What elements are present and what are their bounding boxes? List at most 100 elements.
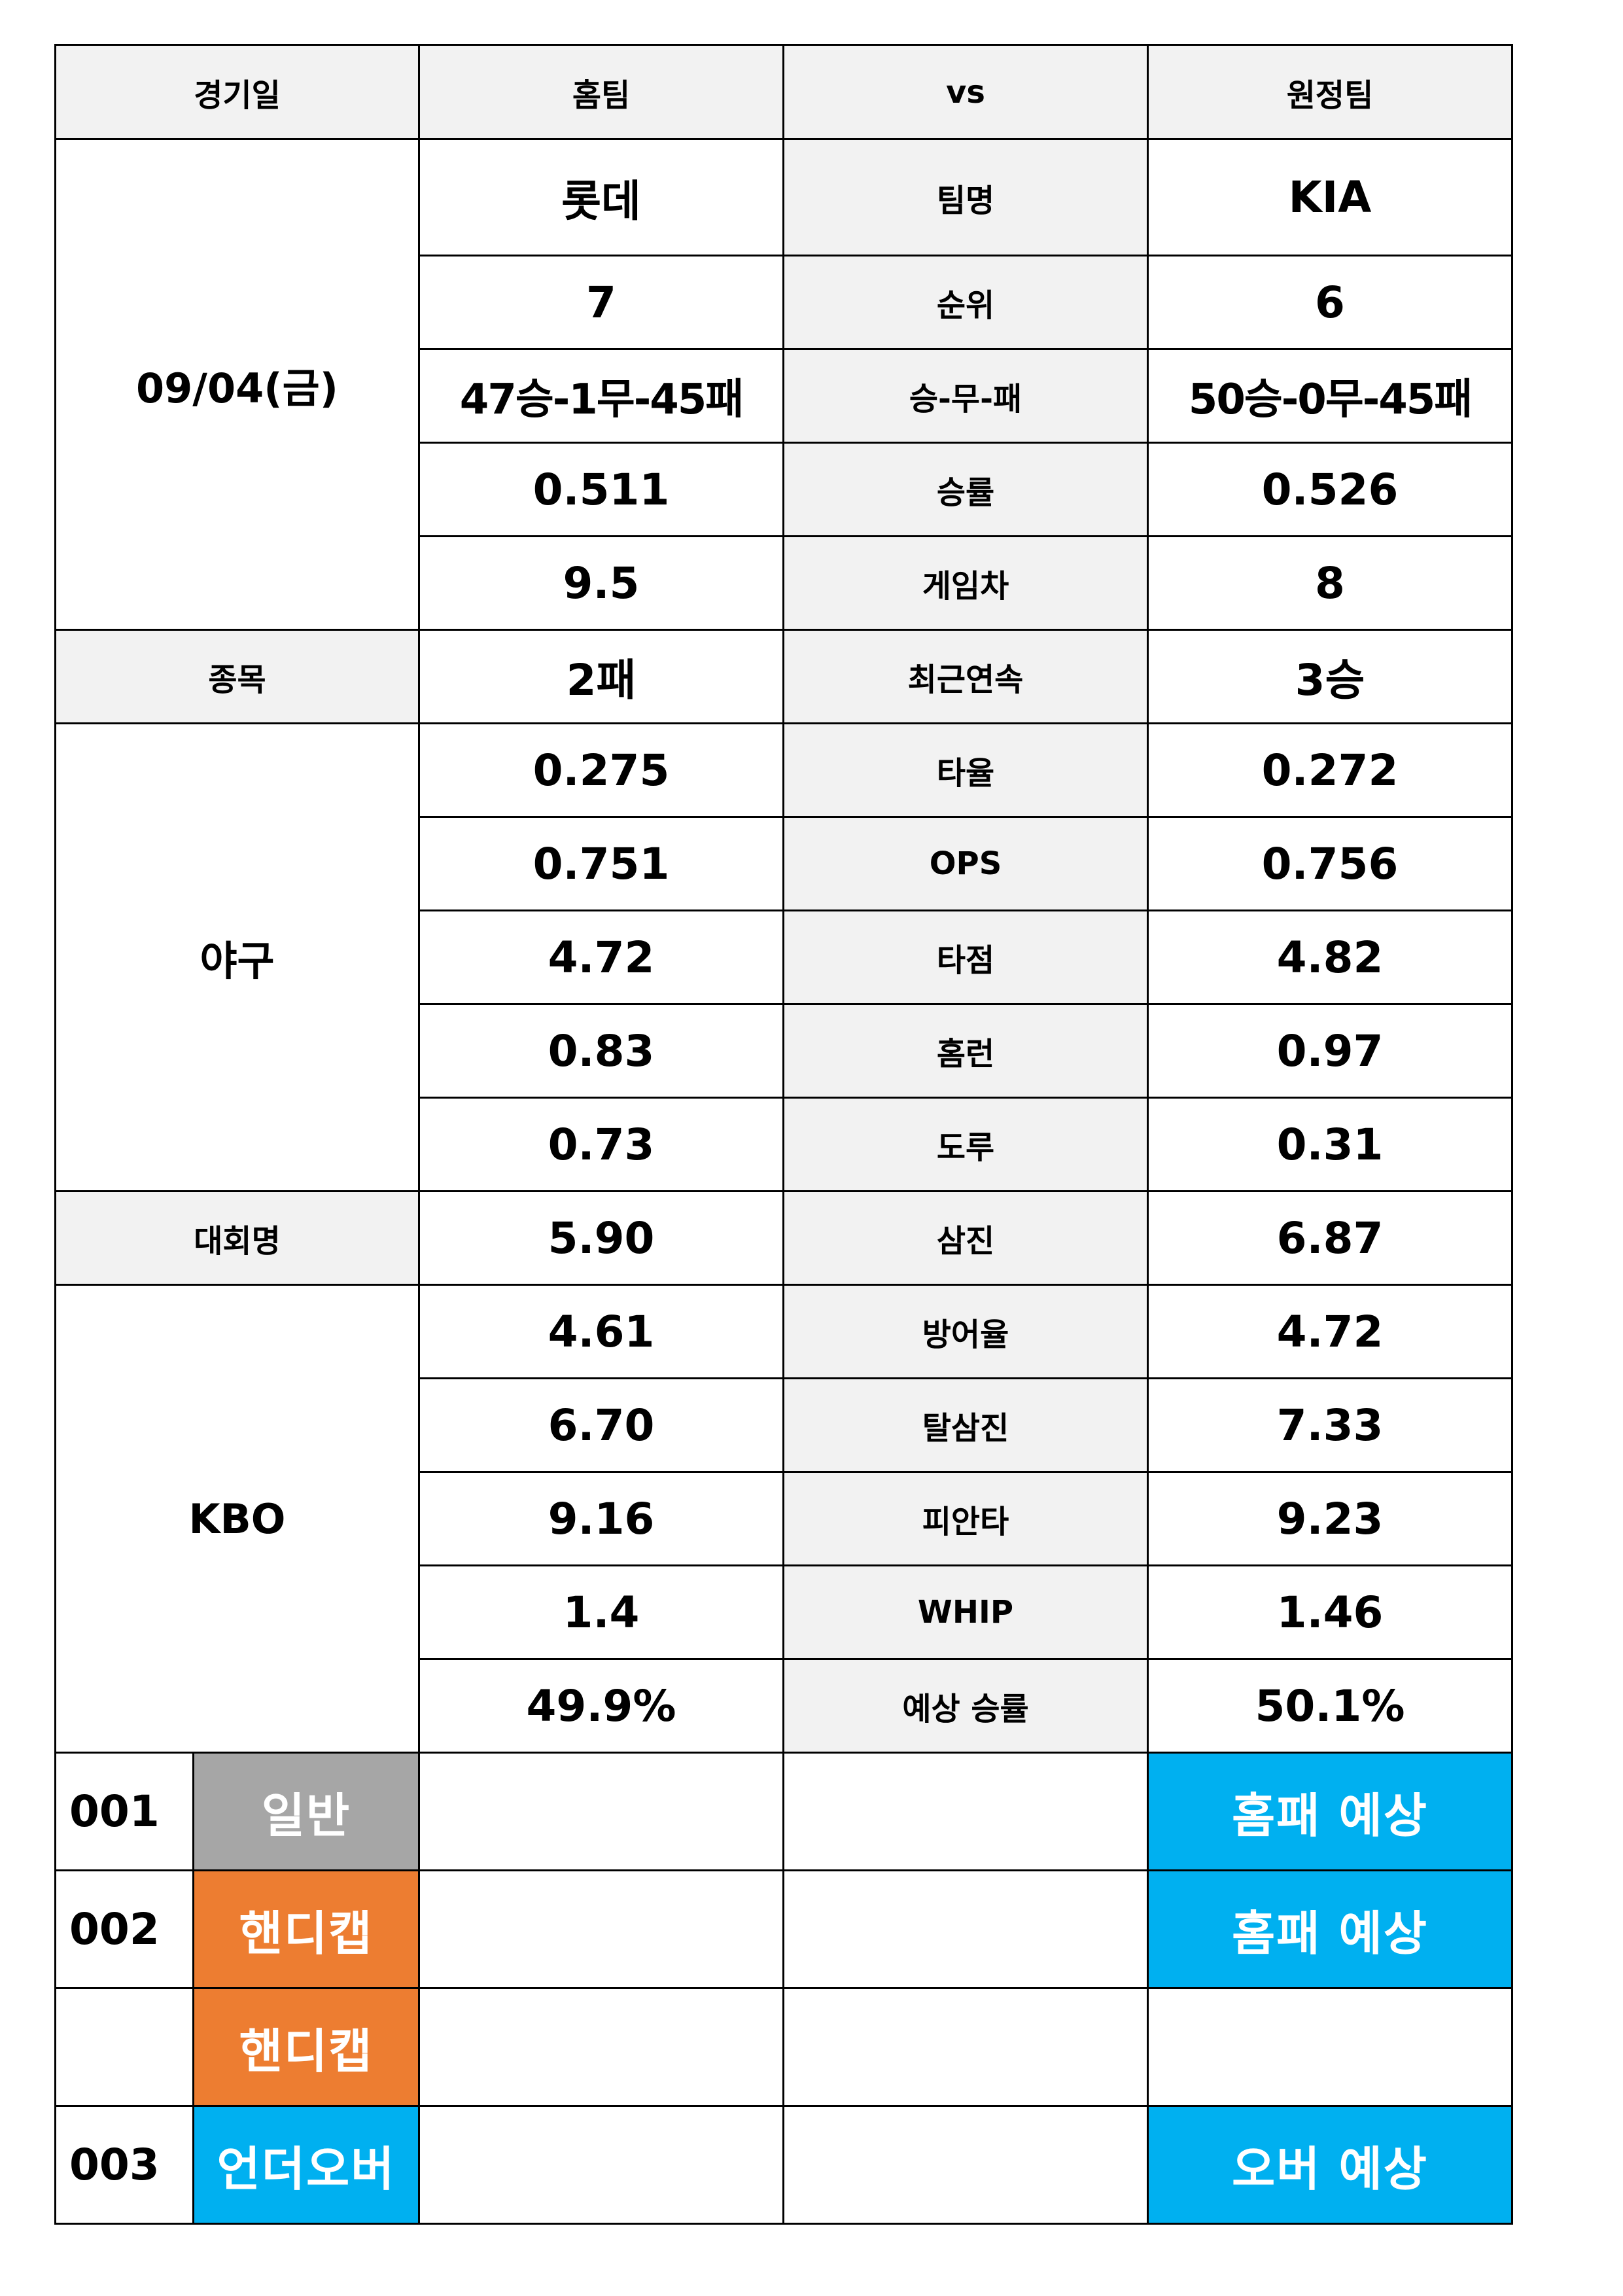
stat-label: 홈런: [782, 1003, 1149, 1099]
header-away: 원정팀: [1147, 44, 1513, 140]
home-value: 9.16: [418, 1471, 784, 1566]
home-value: 5.90: [418, 1190, 784, 1286]
stat-row: 0.751 OPS 0.756: [56, 816, 1513, 911]
home-value: 7: [418, 255, 784, 350]
stat-row: 야구 0.275 타율 0.272: [54, 722, 1513, 1192]
prediction-result: 오버 예상: [1147, 2105, 1513, 2225]
away-value: 4.82: [1147, 910, 1513, 1005]
match-analysis-table: 경기일 홈팀 vs 원정팀 09/04(금) 롯데 팀명 KIA 7 순위 6 …: [54, 44, 1513, 2225]
prediction-row: 002 핸디캡 홈패 예상: [54, 1869, 1513, 1989]
league-label: 대회명: [54, 1190, 420, 1286]
stat-label: 피안타: [782, 1471, 1149, 1566]
prediction-row: 003 언더오버 오버 예상: [54, 2105, 1513, 2225]
home-value: 0.275: [418, 722, 784, 818]
sport-label: 종목: [54, 629, 420, 724]
stat-label: 삼진: [782, 1190, 1149, 1286]
stat-label: 승-무-패: [782, 348, 1149, 444]
stat-label: 예상 승률: [782, 1658, 1149, 1754]
away-value: 0.526: [1147, 442, 1513, 537]
empty-cell: [418, 1752, 784, 1871]
away-value: 50.1%: [1147, 1658, 1513, 1754]
away-value: 0.756: [1147, 816, 1513, 911]
home-value: 47승-1무-45패: [418, 348, 784, 444]
stat-label: 타율: [782, 722, 1149, 818]
away-value: 7.33: [1147, 1377, 1513, 1473]
stat-row: 9.5 게임차 8: [56, 535, 1513, 631]
stat-label: 승률: [782, 442, 1149, 537]
stat-label: 순위: [782, 255, 1149, 350]
away-value: 1.46: [1147, 1564, 1513, 1660]
game-number: [54, 1987, 194, 2107]
prediction-result: 홈패 예상: [1147, 1752, 1513, 1871]
stat-label: 게임차: [782, 535, 1149, 631]
home-value: 2패: [418, 629, 784, 724]
home-value: 0.83: [418, 1003, 784, 1099]
away-value: 6: [1147, 255, 1513, 350]
away-value: 4.72: [1147, 1284, 1513, 1379]
bet-type-tag: 일반: [192, 1752, 420, 1871]
empty-cell: [782, 1987, 1149, 2107]
home-value: 0.511: [418, 442, 784, 537]
stat-row: KBO 4.61 방어율 4.72: [54, 1284, 1513, 1754]
stat-label: 탈삼진: [782, 1377, 1149, 1473]
home-value: 4.72: [418, 910, 784, 1005]
home-value: 9.5: [418, 535, 784, 631]
stat-label: 방어율: [782, 1284, 1149, 1379]
empty-cell: [782, 1869, 1149, 1989]
league-value: KBO: [54, 1284, 420, 1754]
stat-label: 최근연속: [782, 629, 1149, 724]
empty-cell: [418, 1869, 784, 1989]
prediction-row: 핸디캡: [54, 1987, 1513, 2107]
stat-row: 대회명 5.90 삼진 6.87: [54, 1190, 1513, 1286]
stat-label: 도루: [782, 1097, 1149, 1192]
stat-row: 4.72 타점 4.82: [56, 910, 1513, 1005]
away-value: 0.272: [1147, 722, 1513, 818]
stat-label: WHIP: [782, 1564, 1149, 1660]
away-value: 0.31: [1147, 1097, 1513, 1192]
home-value: 4.61: [418, 1284, 784, 1379]
empty-cell: [418, 2105, 784, 2225]
stat-row: 종목 2패 최근연속 3승: [54, 629, 1513, 724]
away-value: 3승: [1147, 629, 1513, 724]
stat-label: OPS: [782, 816, 1149, 911]
home-value: 0.751: [418, 816, 784, 911]
away-value: 8: [1147, 535, 1513, 631]
prediction-row: 001 일반 홈패 예상: [54, 1752, 1513, 1871]
stat-row: 6.70 탈삼진 7.33: [56, 1377, 1513, 1473]
game-number: 002: [54, 1869, 194, 1989]
stat-row: 9.16 피안타 9.23: [56, 1471, 1513, 1566]
stat-row: 09/04(금) 롯데 팀명 KIA: [54, 138, 1513, 631]
stat-label: 팀명: [782, 138, 1149, 256]
game-number: 001: [54, 1752, 194, 1871]
away-value: 9.23: [1147, 1471, 1513, 1566]
home-value: 롯데: [418, 138, 784, 256]
stat-row: 0.83 홈런 0.97: [56, 1003, 1513, 1099]
away-value: 50승-0무-45패: [1147, 348, 1513, 444]
home-value: 1.4: [418, 1564, 784, 1660]
header-vs: vs: [782, 44, 1149, 140]
stat-row: 49.9% 예상 승률 50.1%: [56, 1658, 1513, 1754]
away-value: 6.87: [1147, 1190, 1513, 1286]
stat-row: 1.4 WHIP 1.46: [56, 1564, 1513, 1660]
empty-cell: [782, 1752, 1149, 1871]
bet-type-tag: 핸디캡: [192, 1987, 420, 2107]
stat-row: 0.511 승률 0.526: [56, 442, 1513, 537]
away-value: 0.97: [1147, 1003, 1513, 1099]
empty-cell: [782, 2105, 1149, 2225]
match-date: 09/04(금): [54, 138, 420, 631]
stat-row: 0.73 도루 0.31: [56, 1097, 1513, 1192]
prediction-result: 홈패 예상: [1147, 1869, 1513, 1989]
header-date: 경기일: [54, 44, 420, 140]
home-value: 6.70: [418, 1377, 784, 1473]
sport-value: 야구: [54, 722, 420, 1192]
stat-row: 7 순위 6: [56, 255, 1513, 350]
away-value: KIA: [1147, 138, 1513, 256]
empty-cell: [418, 1987, 784, 2107]
prediction-result-empty: [1147, 1987, 1513, 2107]
bet-type-tag: 핸디캡: [192, 1869, 420, 1989]
home-value: 0.73: [418, 1097, 784, 1192]
stat-label: 타점: [782, 910, 1149, 1005]
home-value: 49.9%: [418, 1658, 784, 1754]
game-number: 003: [54, 2105, 194, 2225]
bet-type-tag: 언더오버: [192, 2105, 420, 2225]
